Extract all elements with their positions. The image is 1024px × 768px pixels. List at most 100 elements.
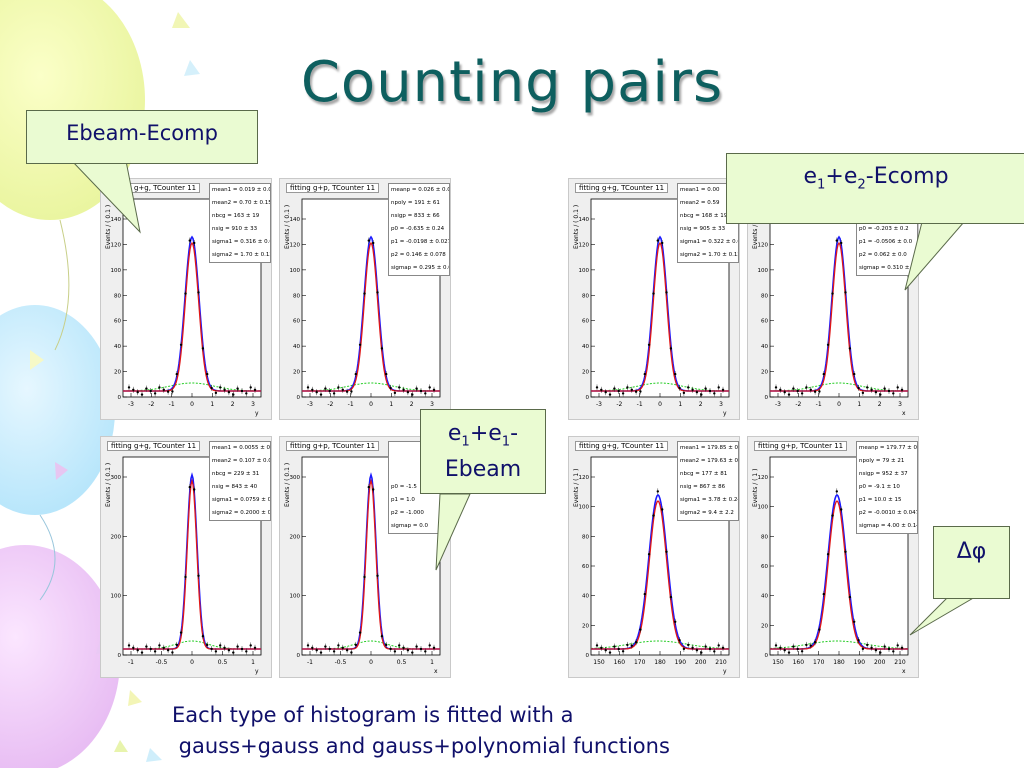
y-tick-label: 20 xyxy=(761,370,768,376)
y-tick-label: 60 xyxy=(582,564,589,570)
fit-stats-box: meanp = 179.77 ± 0.1 npoly = 79 ± 21 nsigp… xyxy=(856,441,918,534)
y-tick-label: 40 xyxy=(761,594,768,600)
panel-title: fitting g+g, TCounter 11 xyxy=(107,183,201,193)
y-tick-label: 0 xyxy=(586,395,590,401)
fit-stat: sigmap = 0.295 ± 0.0 xyxy=(391,265,450,271)
histogram-panel: 150 160 170 180 190 200 210 0 20 40 60 80 100 120 x Eve… xyxy=(747,436,919,678)
histogram-panel: 150 160 170 180 190 200 210 0 20 40 60 80 100 120 y Eve… xyxy=(568,436,740,678)
x-tick-label: -3 xyxy=(128,401,134,408)
x-tick-label: 0 xyxy=(658,401,662,408)
y-tick-label: 120 xyxy=(579,242,590,248)
fit-stat: nbcg = 229 ± 31 xyxy=(212,471,260,477)
x-tick-label: -1 xyxy=(169,401,175,408)
fit-stat: nbcg = 163 ± 19 xyxy=(212,213,260,219)
y-tick-label: 60 xyxy=(582,319,589,325)
x-tick-label: 3 xyxy=(430,401,434,408)
fit-stats-box: meanp = 0.026 ± 0.011 npoly = 191 ± 61 nsi… xyxy=(388,183,450,276)
fit-stat: p0 = -0.203 ± 0.2 xyxy=(859,226,909,232)
y-tick-label: 60 xyxy=(761,564,768,570)
x-tick-label: -0.5 xyxy=(156,659,168,666)
y-tick-label: 0 xyxy=(297,653,301,659)
x-tick-label: 190 xyxy=(854,659,866,666)
y-tick-label: 100 xyxy=(758,505,769,511)
signal-fit-curve xyxy=(302,241,440,392)
fit-stats-box: mean1 = 0.0055 ± 0.0 mean2 = 0.107 ± 0.01… xyxy=(209,441,271,521)
x-tick-label: 160 xyxy=(793,659,805,666)
histogram-panel: -3 -2 -1 0 1 2 3 0 20 40 60 80 100 120 140 y Events / ( … xyxy=(568,178,740,420)
x-tick-label: -1 xyxy=(348,401,354,408)
fit-stat: nsig = 843 ± 40 xyxy=(212,484,258,490)
x-tick-label: 0 xyxy=(837,401,841,408)
fit-stat: sigma1 = 0.0759 ± 0.0 xyxy=(212,497,271,503)
fit-stat: meanp = 179.77 ± 0.1 xyxy=(859,445,918,451)
y-tick-label: 100 xyxy=(290,594,301,600)
x-tick-label: 1 xyxy=(210,401,214,408)
y-tick-label: 100 xyxy=(579,268,590,274)
fit-stat: nbcg = 177 ± 81 xyxy=(680,471,728,477)
x-tick-label: -2 xyxy=(148,401,154,408)
signal-fit-curve xyxy=(302,478,440,650)
callout-e1e2-sub1: 1 xyxy=(817,177,826,193)
y-tick-label: 0 xyxy=(118,653,122,659)
callout-delta-phi: Δφ xyxy=(933,526,1010,599)
panel-title: fitting g+g, TCounter 11 xyxy=(575,183,669,193)
y-tick-label: 20 xyxy=(293,370,300,376)
histogram-panel: -3 -2 -1 0 1 2 3 0 20 40 60 80 100 120 140 y Events / ( … xyxy=(100,178,272,420)
y-tick-label: 200 xyxy=(111,534,122,540)
fit-stat: sigma2 = 9.4 ± 2.2 xyxy=(680,510,734,516)
x-tick-label: 0 xyxy=(190,659,194,666)
histogram-panel: -3-2-10123020406080100120140xEvents / ( … xyxy=(279,178,451,420)
callout-e1e2-text-b: +e xyxy=(825,164,858,189)
fit-stat: nsig = 910 ± 33 xyxy=(212,226,258,232)
signal-fit-curve xyxy=(770,241,908,392)
x-tick-label: 1 xyxy=(678,401,682,408)
y-tick-label: 120 xyxy=(758,242,769,248)
fit-stat: p1 = -0.0506 ± 0.0 xyxy=(859,239,913,245)
x-tick-label: -1 xyxy=(816,401,822,408)
fit-stat: sigma1 = 0.316 ± 0.011 xyxy=(212,239,270,245)
x-axis-label: x xyxy=(902,668,906,675)
x-tick-label: 2 xyxy=(410,401,414,408)
fit-stat: sigma2 = 0.2000 ± 0.0 xyxy=(212,510,271,516)
x-tick-label: 0.5 xyxy=(218,659,228,666)
y-tick-label: 0 xyxy=(297,395,301,401)
y-tick-label: 100 xyxy=(758,268,769,274)
x-tick-label: -0.5 xyxy=(335,659,347,666)
fit-stat: p1 = 10.0 ± 15 xyxy=(859,497,902,503)
callout-e1e1-text-a: e xyxy=(447,421,462,446)
y-tick-label: 40 xyxy=(761,344,768,350)
panel-title: fitting g+p, TCounter 11 xyxy=(754,441,848,451)
histogram-panel: -1 -0.5 0 0.5 1 0 100 200 300 y Events / ( 0.1 ) fi… xyxy=(100,436,272,678)
y-tick-label: 80 xyxy=(761,293,768,299)
fit-stats-box: mean1 = 179.85 ± 0.16 mean2 = 179.63 ± 0.… xyxy=(677,441,739,521)
fit-stat: p2 = -0.0010 ± 0.047 xyxy=(859,510,918,516)
callout-delta-phi-text: Δφ xyxy=(956,539,987,564)
x-tick-label: -3 xyxy=(596,401,602,408)
callout-e1e2-ecomp: e1+e2-Ecomp xyxy=(726,153,1024,224)
y-tick-label: 300 xyxy=(111,475,122,481)
x-tick-label: 1 xyxy=(430,659,434,666)
fit-stat: p0 = -1.5 xyxy=(391,484,417,490)
fit-stat: mean2 = 0.59 xyxy=(680,200,720,206)
x-tick-label: 200 xyxy=(695,659,707,666)
callout-e1e2-sub2: 2 xyxy=(857,177,866,193)
x-tick-label: 3 xyxy=(251,401,255,408)
callout-e1e1-sub1: 1 xyxy=(461,434,470,450)
panel-title: fitting g+p, TCounter 11 xyxy=(286,441,380,451)
y-tick-label: 80 xyxy=(293,293,300,299)
y-tick-label: 120 xyxy=(111,242,122,248)
y-tick-label: 80 xyxy=(582,534,589,540)
fit-stat: p1 = 1.0 xyxy=(391,497,415,503)
fit-stat: nsigp = 952 ± 37 xyxy=(859,471,908,477)
x-tick-label: -2 xyxy=(327,401,333,408)
y-tick-label: 20 xyxy=(582,370,589,376)
fit-stat: mean1 = 0.00 xyxy=(680,187,720,193)
x-tick-label: 0 xyxy=(369,401,373,408)
x-tick-label: 1 xyxy=(389,401,393,408)
fit-stat: sigma2 = 1.70 ± 0.12 xyxy=(680,252,739,258)
signal-fit-curve xyxy=(123,478,261,650)
background-fit-curve xyxy=(591,382,729,392)
x-tick-label: 150 xyxy=(593,659,605,666)
y-axis-label: Events / ( 0.1 ) xyxy=(105,463,112,507)
x-tick-label: 0.5 xyxy=(397,659,407,666)
